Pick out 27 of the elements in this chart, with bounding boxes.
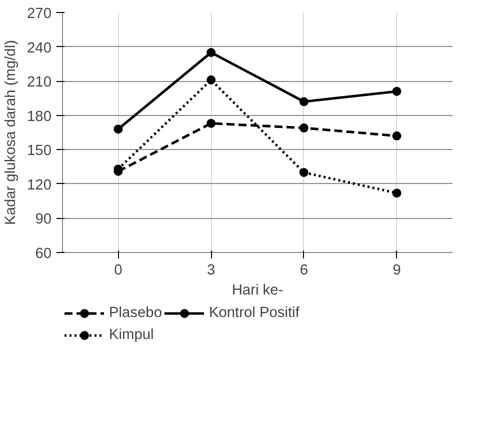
point: [392, 188, 402, 198]
y-tick-label: 240: [27, 40, 52, 56]
legend-label: Kontrol Positif: [208, 305, 300, 321]
point: [299, 97, 308, 106]
y-tick-label: 210: [27, 74, 52, 91]
point: [299, 123, 308, 132]
y-tick-label: 90: [35, 212, 52, 228]
y-tick-label: 270: [27, 6, 52, 22]
point: [299, 168, 308, 177]
y-tick-label: 180: [27, 108, 52, 125]
point: [114, 124, 123, 134]
x-tick-label: 0: [114, 262, 122, 278]
point: [206, 118, 216, 128]
y-axis-title: Kadar glukosa darah (mg/dl): [3, 40, 20, 225]
x-tick-label: 6: [300, 262, 308, 278]
point: [392, 86, 402, 96]
point: [392, 131, 402, 140]
x-tick-label: 9: [392, 262, 401, 278]
x-axis-title: Hari ke-: [232, 282, 284, 298]
legend-label: Plasebo: [109, 305, 162, 321]
point: [206, 48, 216, 57]
y-tick-label: 150: [27, 143, 52, 160]
y-tick-label: 120: [27, 177, 52, 194]
y-tick-label: 60: [35, 246, 52, 262]
point: [206, 75, 216, 84]
legend-label: Kimpul: [109, 327, 154, 343]
x-tick-label: 3: [206, 262, 216, 278]
